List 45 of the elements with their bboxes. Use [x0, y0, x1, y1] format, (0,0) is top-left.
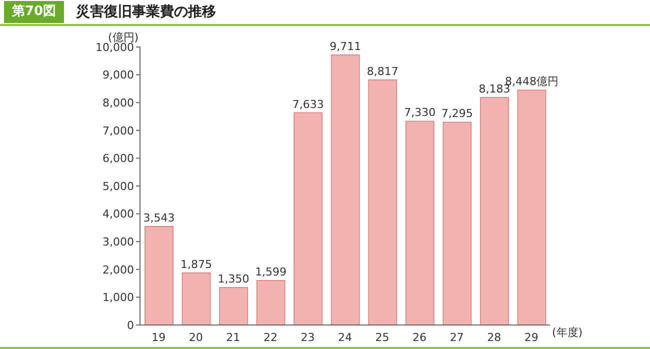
data-label: 7,330	[404, 106, 436, 120]
bar	[480, 97, 509, 325]
y-tick-label: 0	[127, 318, 134, 332]
data-label: 9,711	[330, 40, 362, 54]
y-tick-label: 8,000	[102, 96, 134, 110]
x-tick-label: 19	[152, 330, 166, 344]
x-tick-label: 20	[188, 330, 203, 344]
x-tick-label: 26	[412, 330, 427, 344]
data-label: 3,543	[143, 212, 175, 225]
x-tick-label: 27	[450, 330, 464, 344]
data-label: 1,599	[255, 266, 287, 279]
bar	[442, 122, 472, 325]
bar	[144, 226, 174, 325]
x-tick-label: 21	[226, 330, 240, 344]
y-tick-label: 5,000	[102, 180, 134, 193]
x-tick-label: 25	[375, 330, 390, 344]
x-tick-label: 28	[487, 330, 502, 344]
bar	[294, 112, 323, 325]
y-tick-label: 7,000	[102, 124, 134, 138]
data-label: 8,817	[366, 64, 398, 78]
data-label: 7,633	[292, 98, 324, 111]
x-axis-title: (年度)	[552, 325, 583, 340]
bar	[368, 79, 398, 325]
y-tick-label: 9,000	[102, 68, 134, 82]
bar	[219, 286, 248, 325]
bar	[182, 272, 211, 325]
y-axis-title: (億円)	[108, 30, 139, 44]
y-tick-label: 4,000	[102, 208, 134, 221]
x-tick-label: 23	[300, 330, 315, 344]
y-tick-label: 1,000	[102, 291, 134, 304]
bar	[517, 90, 546, 325]
data-label: 7,295	[441, 107, 473, 120]
data-label: 1,350	[218, 272, 250, 286]
x-tick-label: 24	[338, 330, 352, 344]
y-tick-label: 6,000	[102, 152, 134, 166]
x-tick-label: 29	[524, 330, 538, 344]
x-tick-label: 22	[263, 330, 278, 344]
data-label: 1,875	[180, 258, 212, 271]
y-tick-label: 2,000	[102, 263, 134, 276]
bar	[405, 120, 434, 325]
bar	[330, 54, 360, 325]
bar	[256, 280, 286, 325]
text: 第70図	[4, 1, 64, 23]
chart-title: 災害復旧事業費の推移	[76, 3, 216, 21]
y-tick-label: 3,000	[102, 236, 134, 249]
